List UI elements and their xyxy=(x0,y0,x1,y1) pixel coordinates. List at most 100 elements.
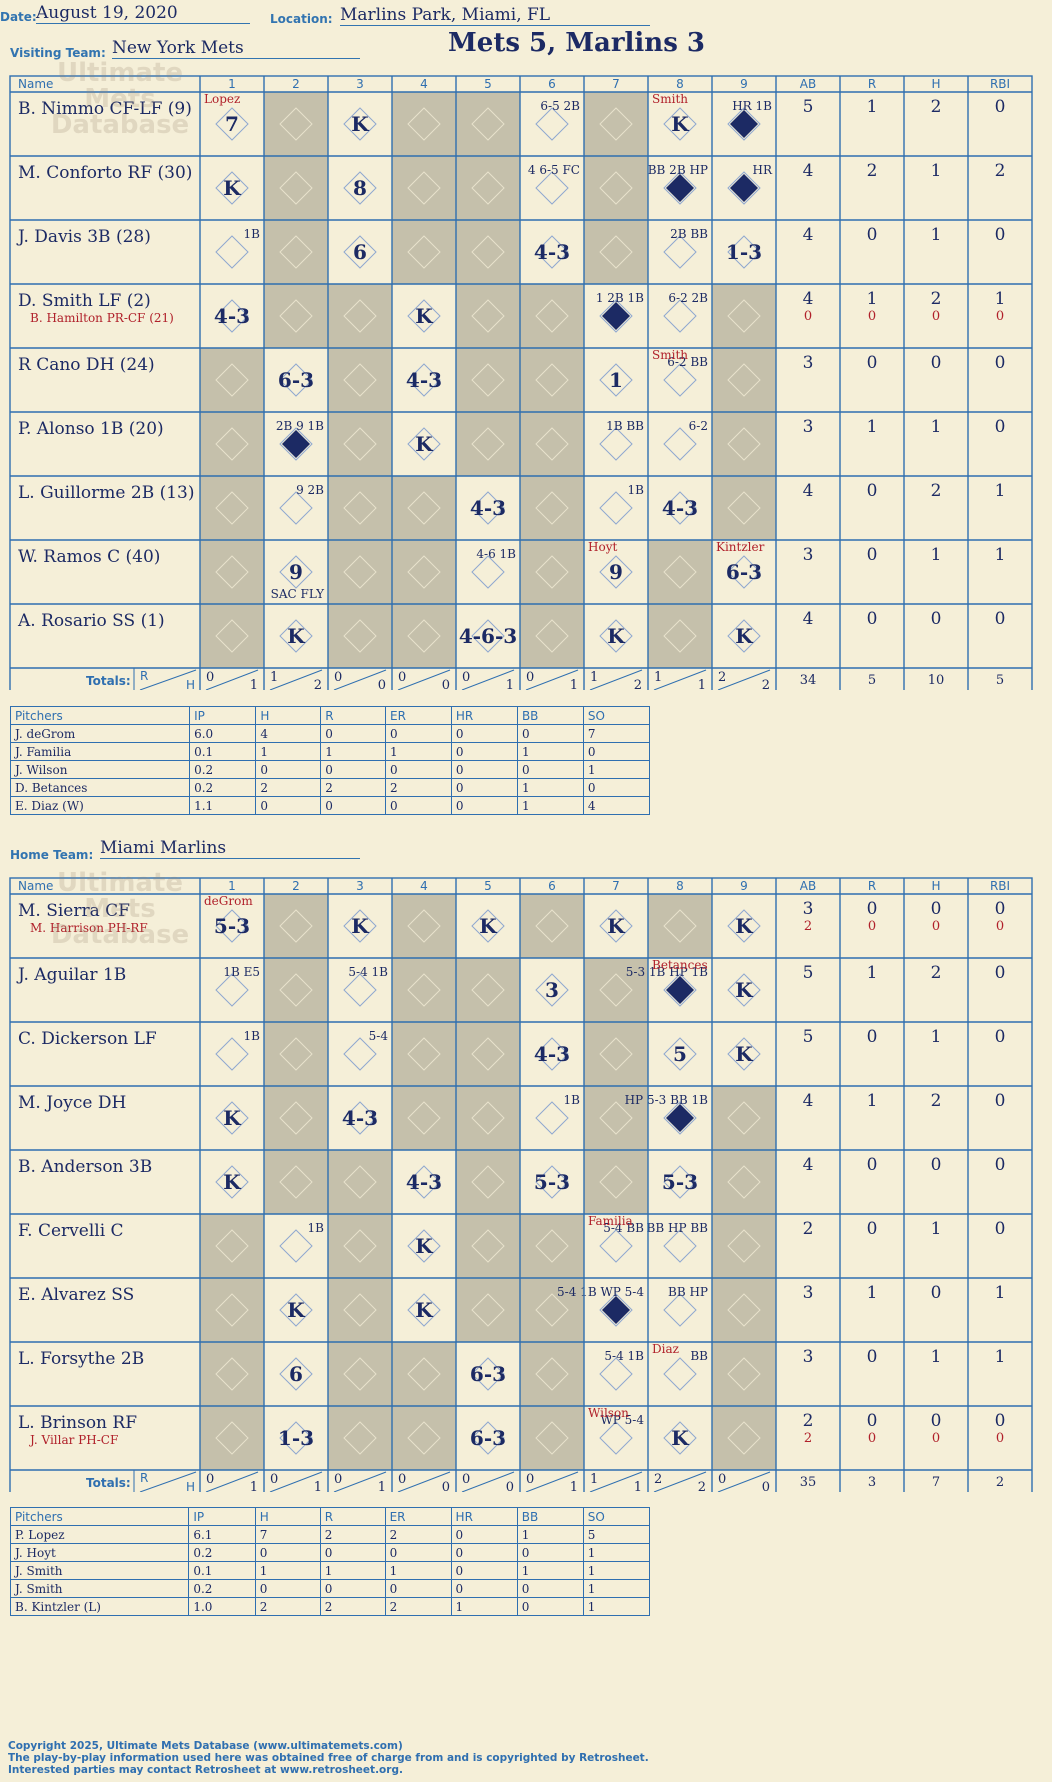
base-diamond xyxy=(343,973,377,1007)
name-header: Name xyxy=(18,879,53,893)
pitcher-cell: 0 xyxy=(450,760,518,779)
play-result: 6 xyxy=(353,240,367,264)
play-result: 4-3 xyxy=(214,304,250,328)
pitcher-cell: 1 xyxy=(582,1543,651,1562)
inning-cell xyxy=(712,220,776,284)
pitcher-cell: 0 xyxy=(385,760,452,779)
substitute-stat: 0 xyxy=(868,919,876,934)
sheet-frame xyxy=(9,877,1033,1492)
base-diamond xyxy=(727,235,761,269)
player-name: J. Aguilar 1B xyxy=(16,965,126,985)
pitcher-cell: 5 xyxy=(582,1525,651,1544)
base-diamond xyxy=(663,1357,697,1391)
inning-cell xyxy=(712,540,776,604)
pitcher-cell: 6.1 xyxy=(188,1525,256,1544)
pitcher-cell: 1 xyxy=(319,1561,386,1580)
inning-cell xyxy=(392,1150,456,1214)
inning-cell xyxy=(584,1022,648,1086)
base-diamond xyxy=(535,1357,569,1391)
inning-cell xyxy=(520,1214,584,1278)
inning-cell xyxy=(584,412,648,476)
inning-header: 1 xyxy=(228,77,236,91)
player-stat: 1 xyxy=(931,1027,942,1047)
play-result: 4-3 xyxy=(534,1042,570,1066)
base-diamond xyxy=(663,107,697,141)
inning-cell xyxy=(648,92,712,156)
player-name: M. Sierra CF xyxy=(18,901,130,921)
base-diamond xyxy=(663,973,697,1007)
base-diamond xyxy=(407,107,441,141)
pitcher-cell: 1 xyxy=(582,1579,651,1598)
inning-cell xyxy=(520,284,584,348)
base-diamond xyxy=(471,427,505,461)
pitcher-cell: 2 xyxy=(384,1597,452,1616)
team-total: 5 xyxy=(868,673,876,688)
inning-cell xyxy=(456,220,520,284)
base-diamond xyxy=(535,427,569,461)
pitcher-cell: 0 xyxy=(384,1579,452,1598)
pitcher-cell: 0 xyxy=(516,724,584,743)
inning-cell xyxy=(456,958,520,1022)
inning-cell xyxy=(712,412,776,476)
inning-runs: 0 xyxy=(462,670,470,685)
base-diamond xyxy=(215,235,249,269)
play-result: K xyxy=(287,624,305,648)
inning-cell xyxy=(392,1214,456,1278)
player-stat: 0 xyxy=(867,481,878,501)
base-diamond xyxy=(599,491,633,525)
inning-cell xyxy=(328,1086,392,1150)
base-diamond xyxy=(407,1293,441,1327)
inning-cell xyxy=(200,220,264,284)
stat-header: H xyxy=(931,77,940,91)
play-result: 3 xyxy=(545,978,559,1002)
inning-cell xyxy=(328,348,392,412)
stat-header: AB xyxy=(800,77,816,91)
pitcher-cell: 0 xyxy=(320,724,387,743)
inning-cell xyxy=(456,156,520,220)
player-stat: 3 xyxy=(803,417,814,437)
play-result: K xyxy=(735,1042,753,1066)
play-result: 1 xyxy=(609,368,623,392)
base-diamond xyxy=(279,1229,313,1263)
player-stat: 1 xyxy=(867,1283,878,1303)
substitute-stat: 0 xyxy=(804,309,812,324)
play-result: 6 xyxy=(289,1362,303,1386)
play-result: 6-3 xyxy=(726,560,762,584)
player-name: F. Cervelli C xyxy=(18,1221,124,1241)
substitute-stat: 0 xyxy=(932,919,940,934)
inning-runs: 1 xyxy=(590,670,598,685)
play-detail: BB HP BB xyxy=(647,1221,709,1235)
inning-cell xyxy=(392,540,456,604)
pitcher-cell: 0.2 xyxy=(189,778,257,797)
inning-cell xyxy=(264,1278,328,1342)
inning-cell xyxy=(584,156,648,220)
play-detail: 5-4 1B xyxy=(604,1349,644,1363)
inning-cell xyxy=(648,1406,712,1470)
base-diamond xyxy=(535,235,569,269)
play-result: K xyxy=(735,624,753,648)
base-diamond xyxy=(407,555,441,589)
player-stat: 1 xyxy=(931,161,942,181)
inning-runs: 2 xyxy=(718,670,726,685)
base-diamond xyxy=(279,1357,313,1391)
base-diamond xyxy=(343,235,377,269)
inning-cell xyxy=(200,156,264,220)
pitcher-cell: 0.1 xyxy=(189,742,257,761)
base-diamond xyxy=(599,299,633,333)
play-detail: 5-4 BB xyxy=(603,1221,644,1235)
base-diamond xyxy=(407,1037,441,1071)
play-detail: HR 1B xyxy=(732,99,772,113)
base-diamond xyxy=(727,107,761,141)
pitcher-cell: 0 xyxy=(516,1597,584,1616)
pitcher-cell: P. Lopez xyxy=(9,1525,190,1544)
player-stat: 0 xyxy=(867,1411,878,1431)
player-stat: 0 xyxy=(995,1411,1006,1431)
play-detail: 6-2 xyxy=(689,419,708,433)
base-diamond xyxy=(471,1165,505,1199)
play-result: K xyxy=(223,1170,241,1194)
pitcher-cell: 1 xyxy=(582,1561,651,1580)
play-detail: 1B BB xyxy=(606,419,644,433)
run-scored-diamond xyxy=(730,110,758,138)
play-detail: SAC FLY xyxy=(271,587,325,601)
pitcher-cell: 0 xyxy=(450,1543,518,1562)
